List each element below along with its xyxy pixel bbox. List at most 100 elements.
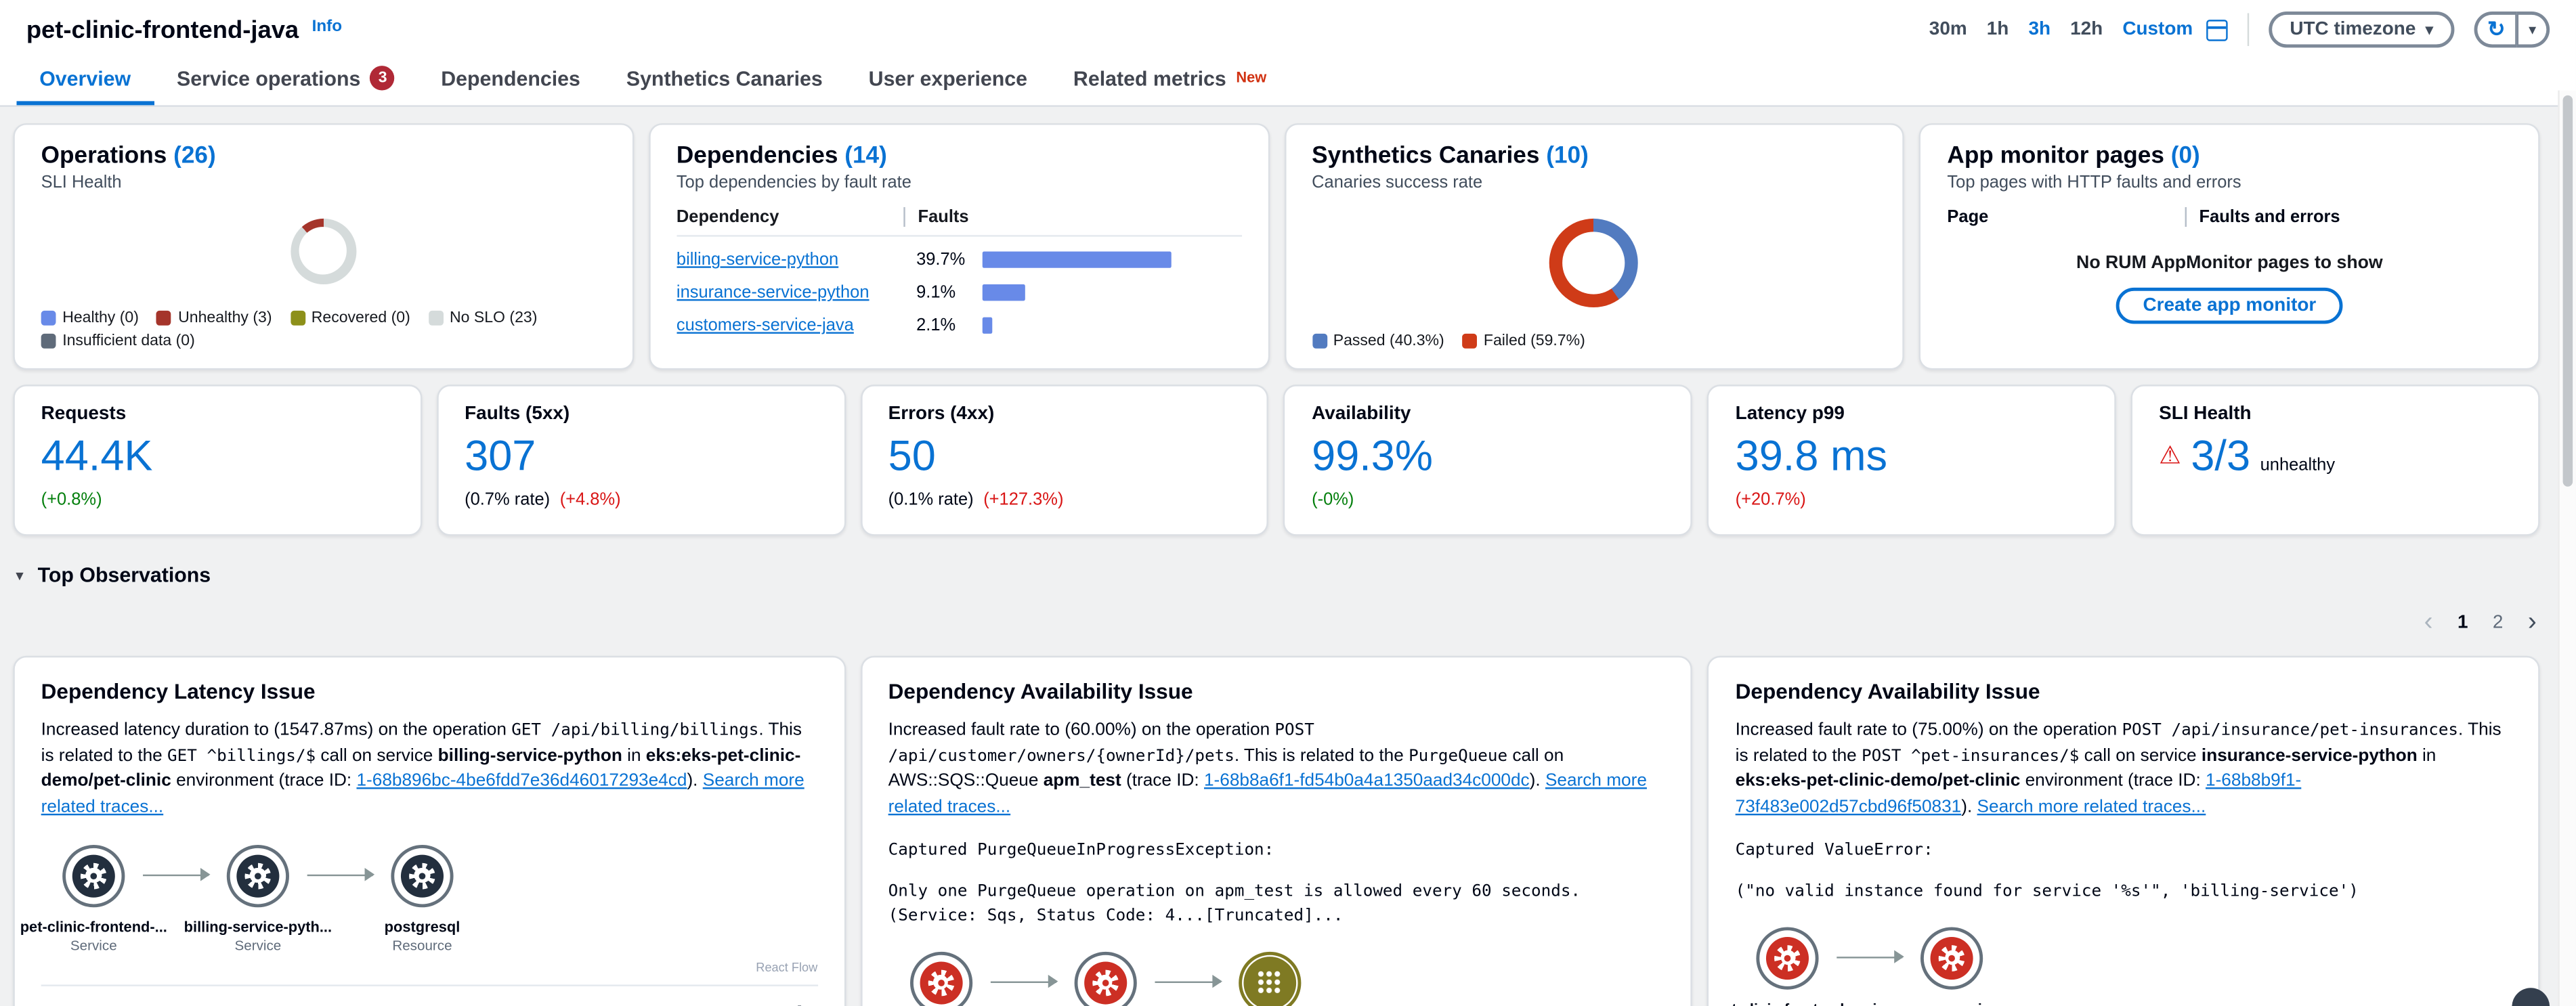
captured-exception-message: Only one PurgeQueue operation on apm_tes…	[888, 881, 1591, 925]
resource-node-icon	[391, 844, 454, 907]
flow-node[interactable]: pet-clinic-frontend-... Service	[891, 950, 990, 1006]
legend-label: Healthy (0)	[62, 309, 139, 328]
kebab-menu-icon[interactable]: ⋮	[781, 1001, 817, 1006]
top-observations-section-header[interactable]: ▼ Top Observations	[13, 564, 2539, 587]
page-title: pet-clinic-frontend-java	[26, 16, 299, 44]
related-trace-link[interactable]: Search more related traces...	[888, 771, 1647, 817]
tab-bar: Overview Service operations 3 Dependenci…	[0, 53, 2576, 107]
scrollbar-thumb[interactable]	[2562, 95, 2572, 487]
legend-swatch	[1462, 333, 1478, 349]
related-trace-link[interactable]: 1-68b8b9f1-73f483e002d57cbd96f50831	[1735, 771, 2302, 817]
legend-swatch	[41, 310, 56, 326]
flow-arrow	[307, 866, 375, 885]
refresh-button[interactable]: ↻	[2474, 11, 2517, 48]
scrollbar-track[interactable]	[2558, 90, 2576, 1006]
operations-count-link[interactable]: (26)	[173, 143, 216, 170]
metric-card-requests: Requests 44.4K (+0.8%)	[13, 385, 423, 536]
gear-icon	[409, 862, 435, 889]
timezone-dropdown[interactable]: UTC timezone ▾	[2268, 11, 2455, 48]
react-flow-attribution: React Flow	[756, 959, 818, 974]
table-row: insurance-service-python 9.1%	[677, 283, 1241, 303]
metric-card-sli-health: SLI Health ⚠ 3/3 unhealthy	[2130, 385, 2540, 536]
node-name: postgresql	[384, 918, 460, 935]
node-type: Service	[70, 936, 117, 953]
tab-related-metrics[interactable]: Related metrics New	[1050, 53, 1289, 106]
flow-node[interactable]: billing-service-pyth... Service	[184, 844, 332, 953]
legend-item: Insufficient data (0)	[41, 332, 195, 350]
captured-exception-label: Captured PurgeQueueInProgressException:	[888, 841, 1274, 859]
tab-overview[interactable]: Overview	[16, 53, 154, 106]
time-range-3h[interactable]: 3h	[2028, 20, 2051, 40]
legend-item: Failed (59.7%)	[1462, 332, 1585, 350]
node-name: pet-clinic-frontend-...	[20, 918, 167, 935]
tab-dependencies[interactable]: Dependencies	[418, 53, 603, 106]
legend-item: No SLO (23)	[428, 309, 537, 327]
tab-label: Synthetics Canaries	[626, 66, 823, 90]
tab-service-operations[interactable]: Service operations 3	[154, 53, 418, 106]
observation-footer: Operation GET /api/billing/billings ⋮	[41, 984, 818, 1006]
metric-delta: (-0%)	[1312, 489, 1354, 509]
fault-rate-bar	[982, 284, 1026, 301]
info-link[interactable]: Info	[312, 17, 343, 36]
empty-state-text: No RUM AppMonitor pages to show	[2076, 253, 2383, 274]
card-title: Dependencies	[676, 143, 838, 170]
card-subtitle: SLI Health	[41, 172, 122, 193]
time-range-12h[interactable]: 12h	[2070, 20, 2103, 40]
error-count-badge: 3	[370, 66, 395, 91]
create-app-monitor-button[interactable]: Create app monitor	[2116, 287, 2343, 324]
related-trace-link[interactable]: Search more related traces...	[41, 771, 804, 817]
canaries-count-link[interactable]: (10)	[1546, 143, 1589, 170]
dependencies-count-link[interactable]: (14)	[844, 143, 887, 170]
service-node-icon	[909, 950, 972, 1006]
flow-node[interactable]: pet-clinic-frontend-... Service	[1715, 926, 1862, 1006]
tab-label: User experience	[868, 66, 1028, 90]
next-page-icon[interactable]: ›	[2527, 608, 2537, 636]
page-number-1[interactable]: 1	[2457, 613, 2468, 633]
flow-node[interactable]: customers-service-ja... Service	[1056, 950, 1155, 1006]
new-badge: New	[1236, 68, 1267, 86]
dependency-link[interactable]: customers-service-java	[676, 315, 854, 336]
flow-node[interactable]: pet-clinic-frontend-... Service	[20, 844, 167, 953]
related-trace-link[interactable]: 1-68b8a6f1-fd54b0a4a1350aad34c000dc	[1203, 771, 1530, 791]
flow-node[interactable]: postgresql Resource	[373, 844, 472, 953]
column-header-page: Page	[1947, 206, 1989, 227]
pagination: ‹ 1 2 ›	[13, 608, 2539, 636]
metric-value: 50	[888, 431, 936, 481]
time-range-30m[interactable]: 30m	[1929, 20, 1967, 40]
observation-card-availability-insurance: Dependency Availability Issue Increased …	[1707, 655, 2540, 1006]
legend-swatch	[428, 310, 444, 326]
calendar-icon[interactable]	[2206, 18, 2228, 41]
dependency-link[interactable]: billing-service-python	[676, 250, 839, 270]
canaries-donut-chart	[1549, 217, 1639, 307]
tab-user-experience[interactable]: User experience	[846, 53, 1050, 106]
time-range-1h[interactable]: 1h	[1986, 20, 2009, 40]
timezone-label: UTC timezone	[2290, 20, 2416, 40]
node-name: insurance-service-py...	[1872, 1001, 2032, 1006]
flow-node[interactable]: SQS	[1220, 950, 1319, 1006]
operations-card: Operations (26) SLI Health Healthy (0) U…	[13, 123, 634, 370]
operations-legend: Healthy (0) Unhealthy (3) Recovered (0) …	[41, 309, 606, 350]
service-node-icon	[226, 844, 289, 907]
related-trace-link[interactable]: 1-68b896bc-4be6fdd7e36d46017293e4cd	[356, 771, 687, 791]
collapse-icon: ▼	[13, 567, 26, 583]
service-node-icon	[1073, 950, 1136, 1006]
operations-donut-chart	[291, 217, 357, 284]
page-number-2[interactable]: 2	[2492, 613, 2504, 633]
metric-delta: (+4.8%)	[559, 489, 621, 509]
tab-synthetics-canaries[interactable]: Synthetics Canaries	[603, 53, 846, 106]
dependency-link[interactable]: insurance-service-python	[676, 282, 870, 303]
related-trace-link[interactable]: Search more related traces...	[1977, 797, 2206, 817]
canaries-legend: Passed (40.3%) Failed (59.7%)	[1312, 332, 1876, 350]
metric-rate: (0.1% rate)	[888, 489, 974, 509]
node-type: Service	[234, 936, 282, 953]
previous-page-icon[interactable]: ‹	[2424, 608, 2433, 636]
legend-item: Recovered (0)	[290, 309, 410, 327]
flow-arrow	[1154, 973, 1222, 992]
captured-exception-label: Captured ValueError:	[1735, 841, 1933, 859]
refresh-options-button[interactable]: ▾	[2516, 11, 2550, 48]
synthetics-canaries-card: Synthetics Canaries (10) Canaries succes…	[1283, 123, 1905, 370]
metric-title: Requests	[41, 404, 127, 424]
time-range-custom[interactable]: Custom	[2122, 20, 2193, 40]
sqs-queue-node-icon	[1238, 950, 1301, 1006]
flow-node[interactable]: insurance-service-py... Service	[1872, 926, 2032, 1006]
